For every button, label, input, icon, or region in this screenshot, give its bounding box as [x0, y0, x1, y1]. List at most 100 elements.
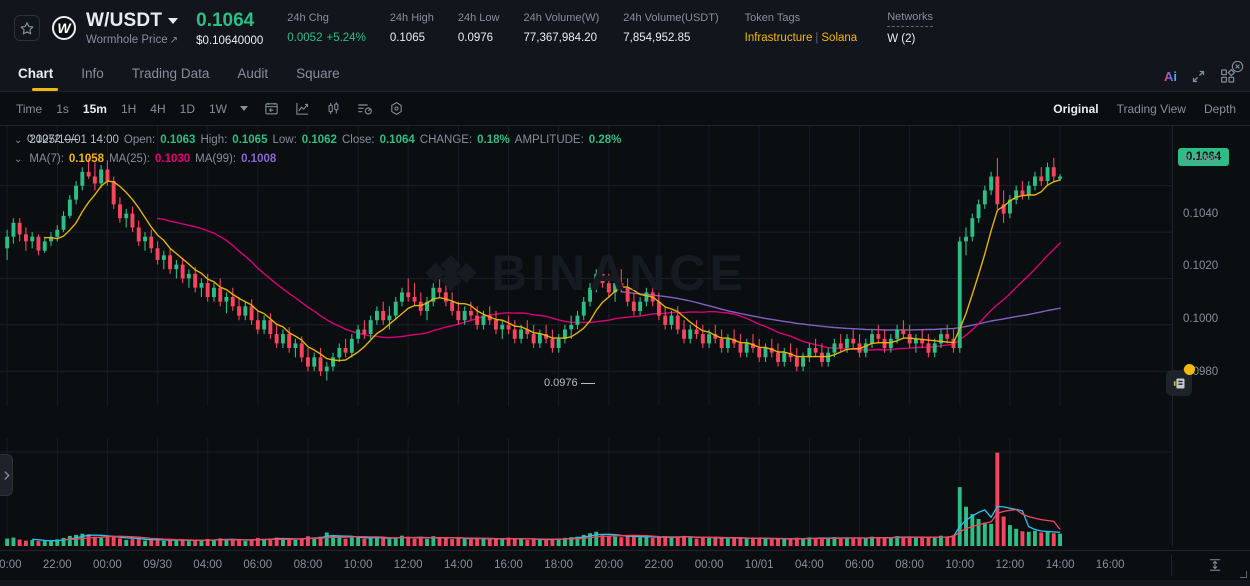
- layout-grid-icon[interactable]: [1220, 68, 1236, 84]
- price-tick: 0.1000: [1183, 313, 1219, 325]
- time-tick: 10:00: [945, 559, 975, 571]
- expand-icon[interactable]: [1191, 69, 1206, 84]
- time-tick: 20:00: [0, 559, 22, 571]
- interval-1s[interactable]: 1s: [56, 101, 69, 116]
- time-tick: 16:00: [494, 559, 523, 571]
- tab-square[interactable]: Square: [296, 66, 340, 81]
- vertical-scale-icon[interactable]: [1208, 558, 1222, 577]
- chart-tool-icons: [264, 101, 404, 117]
- resize-corner-icon[interactable]: [1240, 571, 1247, 578]
- time-tick: 12:00: [995, 559, 1025, 571]
- interval-1d[interactable]: 1D: [179, 101, 195, 116]
- interval-1h[interactable]: 1H: [120, 101, 137, 116]
- token-price-label: Wormhole Price: [86, 34, 168, 46]
- time-tick: 16:00: [1095, 559, 1125, 571]
- chart-toolbar: Time 1s 15m 1H 4H 1D 1W: [0, 92, 1250, 126]
- view-mode-trading-view[interactable]: Trading View: [1116, 101, 1186, 116]
- axis-divider: [1171, 555, 1172, 576]
- stat-24h-volume-quote: 24h Volume(USDT) 7,854,952.85: [623, 11, 718, 45]
- price-tick: 0.1040: [1183, 208, 1219, 220]
- view-mode-original[interactable]: Original: [1053, 101, 1099, 116]
- stat-label: 24h Low: [457, 12, 500, 24]
- chart-area[interactable]: BINANCE ⌄ 2025/10/01 14:00 Open: 0.1063 …: [0, 126, 1250, 550]
- notification-dot: [1184, 364, 1195, 375]
- stat-24h-low: 24h Low 0.0976: [458, 11, 500, 45]
- time-tick: 22:00: [644, 559, 674, 571]
- stat-label: 24h Volume(W): [523, 12, 600, 24]
- token-tags-values: Infrastructure | Solana: [745, 31, 858, 45]
- time-tick: 14:00: [1045, 559, 1075, 571]
- last-price: 0.1064: [196, 9, 255, 31]
- time-axis[interactable]: 20:00 22:00 00:00 09/30 04:00 06:00 08:00 10:00…: [0, 550, 1250, 580]
- token-tag-infrastructure[interactable]: Infrastructure: [744, 32, 813, 44]
- time-tick: 20:00: [594, 559, 624, 571]
- settings-icon[interactable]: [389, 101, 404, 116]
- networks-label-text: Networks: [887, 10, 934, 27]
- assistant-panel-icon: [1173, 378, 1184, 388]
- time-label: Time: [16, 101, 43, 116]
- token-price-link[interactable]: Wormhole Price ↗: [86, 34, 178, 46]
- last-price-block: 0.1064 $0.10640000: [196, 10, 263, 47]
- section-tab-bar: Chart Info Trading Data Audit Square Ai: [0, 56, 1250, 92]
- stat-value: 0.1065: [389, 32, 425, 44]
- stat-value: 0.0976: [457, 32, 494, 44]
- interval-4h[interactable]: 4H: [150, 101, 166, 116]
- token-logo: W: [52, 16, 76, 40]
- time-tick: 06:00: [845, 559, 874, 571]
- chg-abs: 0.0052: [287, 32, 323, 44]
- interval-1w[interactable]: 1W: [208, 101, 227, 116]
- price-axis[interactable]: 0.1064 0.1060 0.1040 0.1020 0.1000 0.098…: [1172, 126, 1250, 546]
- time-tick: 08:00: [895, 559, 924, 571]
- stat-label: 24h High: [389, 12, 434, 24]
- ticker-bar: W W/USDT Wormhole Price ↗ 0.1064 $0.1064…: [0, 0, 1250, 56]
- stat-24h-chg: 24h Chg 0.0052 +5.24%: [287, 11, 366, 45]
- calendar-back-icon[interactable]: [264, 101, 279, 116]
- view-mode-depth[interactable]: Depth: [1203, 101, 1236, 116]
- last-price-badge: 0.1064: [1178, 148, 1230, 166]
- tab-chart[interactable]: Chart: [14, 56, 67, 91]
- token-tags-label: Token Tags: [744, 12, 801, 24]
- tab-audit[interactable]: Audit: [237, 66, 269, 81]
- bottom-strip: [0, 580, 1250, 586]
- time-tick: 04:00: [795, 559, 824, 571]
- time-tick: 09/30: [143, 559, 172, 571]
- tag-separator: |: [815, 32, 819, 44]
- tab-info[interactable]: Info: [81, 66, 104, 81]
- stat-value: 7,854,952.85: [623, 32, 691, 44]
- stat-label: 24h Volume(USDT): [623, 12, 719, 24]
- close-icon[interactable]: [1231, 60, 1244, 78]
- chg-pct: +5.24%: [326, 32, 366, 44]
- ai-button[interactable]: Ai: [1164, 68, 1177, 84]
- last-price-usd: $0.10640000: [196, 34, 264, 47]
- pair-name[interactable]: W/USDT: [86, 10, 163, 31]
- time-tick: 00:00: [93, 559, 122, 571]
- price-tick: 0.1060: [1183, 154, 1219, 166]
- interval-15m[interactable]: 15m: [82, 101, 107, 116]
- candlestick-chart-canvas[interactable]: [0, 126, 1250, 546]
- indicators-icon[interactable]: [357, 101, 373, 117]
- stat-value: 0.0052 +5.24%: [287, 31, 366, 45]
- time-tick: 22:00: [42, 559, 72, 571]
- pair-dropdown-caret-icon[interactable]: [168, 18, 179, 24]
- candlestick-icon[interactable]: [326, 101, 341, 116]
- token-tag-solana[interactable]: Solana: [821, 32, 858, 44]
- sidebar-expand-chevron-right-icon[interactable]: [0, 454, 13, 496]
- networks-value[interactable]: W (2): [887, 33, 916, 45]
- time-tick: 08:00: [293, 559, 323, 571]
- tab-trading-data[interactable]: Trading Data: [131, 66, 210, 81]
- time-tick: 10/01: [744, 559, 774, 571]
- line-chart-icon[interactable]: [295, 101, 310, 116]
- time-tick: 10:00: [343, 559, 373, 571]
- token-tags-block: Token Tags Infrastructure | Solana: [745, 11, 858, 45]
- view-mode-group: Original Trading View Depth: [1053, 102, 1236, 116]
- time-tick: 14:00: [444, 559, 473, 571]
- time-tick: 12:00: [393, 559, 423, 571]
- time-tick: 06:00: [243, 559, 273, 571]
- tabbar-actions: Ai: [1164, 68, 1236, 91]
- stat-24h-high: 24h High 0.1065: [390, 11, 434, 45]
- more-intervals-chevron-down-icon[interactable]: [239, 106, 248, 111]
- favorite-star-icon[interactable]: [14, 15, 40, 41]
- time-tick: 00:00: [694, 559, 724, 571]
- external-link-icon: ↗: [169, 34, 178, 46]
- price-tick: 0.1020: [1183, 260, 1219, 272]
